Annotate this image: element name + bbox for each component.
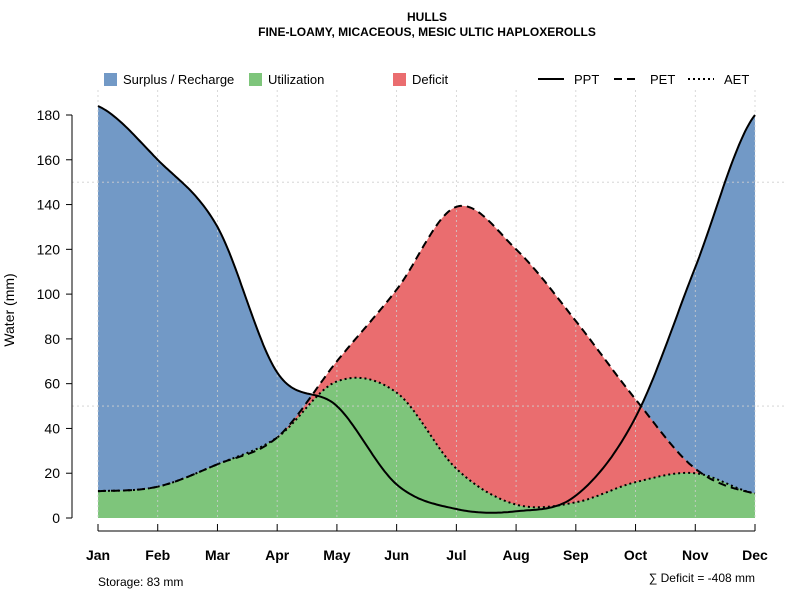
legend-swatch [393,73,406,86]
deficit-note: ∑ Deficit = -408 mm [649,571,755,585]
storage-note: Storage: 83 mm [98,575,183,589]
legend-label: Deficit [412,72,449,87]
surplus-recharge-area [98,106,755,518]
x-tick-label: Sep [563,547,589,563]
series-line-ppt [97,105,756,514]
x-tick-label: Jan [86,547,110,563]
legend-label: AET [724,72,749,87]
legend-label: PET [650,72,675,87]
series-line-aet [98,376,756,509]
chart-title: HULLS [407,10,447,24]
y-tick-label: 20 [44,465,60,481]
legend-label: PPT [574,72,599,87]
axes: 0 20 40 60 80 100 120 140 160 180 Jan Feb Mar Apr May J… [37,107,768,563]
y-tick-label: 40 [44,420,60,436]
chart-subtitle: FINE-LOAMY, MICACEOUS, MESIC ULTIC HAPLO… [258,25,596,39]
y-tick-label: 160 [37,152,61,168]
x-tick-label: Nov [682,547,709,563]
legend: Surplus / Recharge Utilization Deficit PPT P… [104,72,749,87]
y-tick-label: 100 [37,286,61,302]
series-lines [97,105,756,514]
x-tick-label: May [323,547,350,563]
y-tick-label: 80 [44,331,60,347]
x-tick-label: Oct [624,547,648,563]
y-axis-label: Water (mm) [1,273,17,346]
grid [72,90,785,518]
y-tick-label: 60 [44,376,60,392]
legend-label: Surplus / Recharge [123,72,234,87]
x-tick-label: Aug [502,547,529,563]
y-tick-label: 140 [37,197,61,213]
y-tick-label: 180 [37,107,61,123]
deficit-area [98,205,755,519]
x-tick-label: Apr [265,547,290,563]
y-tick-label: 0 [52,510,60,526]
legend-swatch [249,73,262,86]
x-tick-label: Dec [742,547,768,563]
x-tick-label: Feb [145,547,170,563]
x-tick-label: Jun [384,547,409,563]
series-line-pet [98,204,756,495]
utilization-area [98,377,755,518]
plot-area [72,90,785,519]
legend-swatch [104,73,117,86]
x-tick-label: Mar [205,547,230,563]
legend-label: Utilization [268,72,324,87]
x-tick-label: Jul [446,547,466,563]
y-tick-label: 120 [37,241,61,257]
